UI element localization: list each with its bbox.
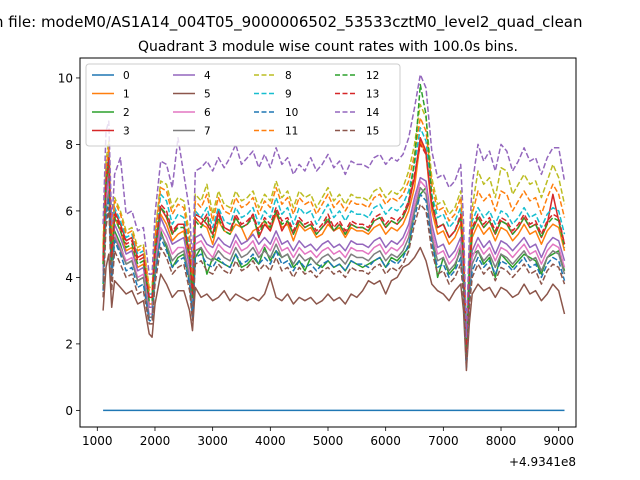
series-line-14: [102, 73, 566, 338]
x-tick-label: 7000: [428, 434, 459, 448]
legend-label-5: 5: [204, 89, 211, 101]
legend-label-1: 1: [123, 89, 130, 101]
figure-suptitle: n file: modeM0/AS1A14_004T05_9000006502_…: [0, 13, 583, 32]
legend-label-3: 3: [123, 126, 130, 138]
series-line-8: [102, 103, 566, 345]
series-line-7: [102, 186, 566, 365]
legend-label-13: 13: [366, 89, 379, 101]
legend-label-15: 15: [366, 126, 379, 138]
y-tick-label: 4: [65, 271, 73, 285]
series-line-13: [102, 143, 566, 355]
x-tick-label: 9000: [543, 434, 574, 448]
legend-label-8: 8: [285, 70, 292, 82]
chart-title: Quadrant 3 module wise count rates with …: [138, 39, 518, 55]
y-tick-label: 2: [65, 337, 73, 351]
x-tick-label: 1000: [82, 434, 113, 448]
x-tick-label: 6000: [370, 434, 401, 448]
legend-label-6: 6: [204, 107, 211, 119]
legend-label-10: 10: [285, 107, 298, 119]
series-line-4: [102, 173, 566, 362]
series-layer: [102, 73, 566, 412]
legend-label-14: 14: [366, 107, 380, 119]
legend-label-9: 9: [285, 89, 292, 101]
legend-label-12: 12: [366, 70, 379, 82]
x-tick-label: 2000: [140, 434, 171, 448]
x-tick-label: 4000: [255, 434, 286, 448]
legend-label-11: 11: [285, 126, 298, 138]
y-axis: 0 2 4 6 8 10: [58, 71, 80, 418]
series-line-11: [102, 117, 566, 348]
y-tick-label: 10: [58, 71, 73, 85]
series-line-5: [102, 246, 566, 372]
legend-label-2: 2: [123, 107, 130, 119]
legend-box: [85, 63, 401, 147]
legend-label-7: 7: [204, 126, 211, 138]
series-line-15: [102, 203, 566, 368]
x-tick-label: 5000: [313, 434, 344, 448]
legend-label-4: 4: [204, 70, 211, 82]
legend-label-0: 0: [123, 70, 130, 82]
y-tick-label: 0: [65, 404, 73, 418]
x-axis: 1000 2000 3000 4000 5000 6000 7000 8000 9000: [82, 427, 574, 448]
series-line-1: [102, 140, 566, 358]
series-line-9: [102, 127, 566, 352]
y-tick-label: 8: [65, 138, 73, 152]
series-line-12: [102, 83, 566, 355]
x-axis-offset-label: +4.9341e8: [509, 455, 576, 469]
x-tick-label: 8000: [486, 434, 517, 448]
series-line-10: [102, 193, 566, 368]
x-tick-label: 3000: [197, 434, 228, 448]
y-tick-label: 6: [65, 204, 73, 218]
series-line-6: [102, 180, 566, 365]
